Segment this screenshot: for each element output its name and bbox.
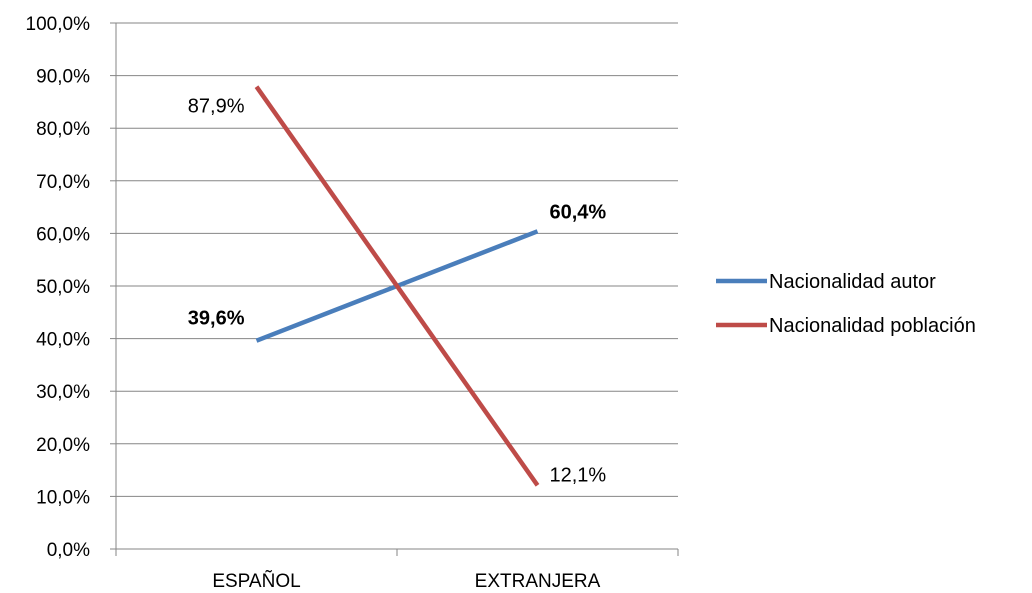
series-lines xyxy=(254,85,540,487)
y-tick-label: 10,0% xyxy=(36,487,90,508)
y-tick-label: 90,0% xyxy=(36,67,90,88)
data-label: 12,1% xyxy=(550,464,607,486)
y-tick-label: 0,0% xyxy=(47,540,90,561)
data-label: 87,9% xyxy=(188,96,245,118)
x-tick-label: EXTRANJERA xyxy=(475,571,601,592)
series-line-2 xyxy=(254,85,540,487)
y-tick-label: 70,0% xyxy=(36,172,90,193)
gridlines xyxy=(116,22,678,497)
y-tick-label: 20,0% xyxy=(36,435,90,456)
legend-label-2: Nacionalidad población xyxy=(769,315,976,337)
x-axis-ticks: ESPAÑOL EXTRANJERA xyxy=(115,549,679,592)
y-tick-label: 40,0% xyxy=(36,330,90,351)
y-tick-label: 30,0% xyxy=(36,382,90,403)
legend: Nacionalidad autor Nacionalidad población xyxy=(716,271,976,337)
data-labels: 39,6% 60,4% 87,9% 12,1% xyxy=(188,96,607,487)
y-tick-label: 80,0% xyxy=(36,119,90,140)
legend-label-1: Nacionalidad autor xyxy=(769,271,936,293)
data-label: 60,4% xyxy=(550,201,607,223)
y-tick-label: 60,0% xyxy=(36,224,90,245)
x-tick-label: ESPAÑOL xyxy=(212,570,300,592)
y-axis-ticks: 0,0% 10,0% 20,0% 30,0% 40,0% 50,0% 60,0% 70,0% 8… xyxy=(26,14,116,561)
y-tick-label: 50,0% xyxy=(36,277,90,298)
data-label: 39,6% xyxy=(188,308,245,330)
y-tick-label: 100,0% xyxy=(26,14,91,35)
